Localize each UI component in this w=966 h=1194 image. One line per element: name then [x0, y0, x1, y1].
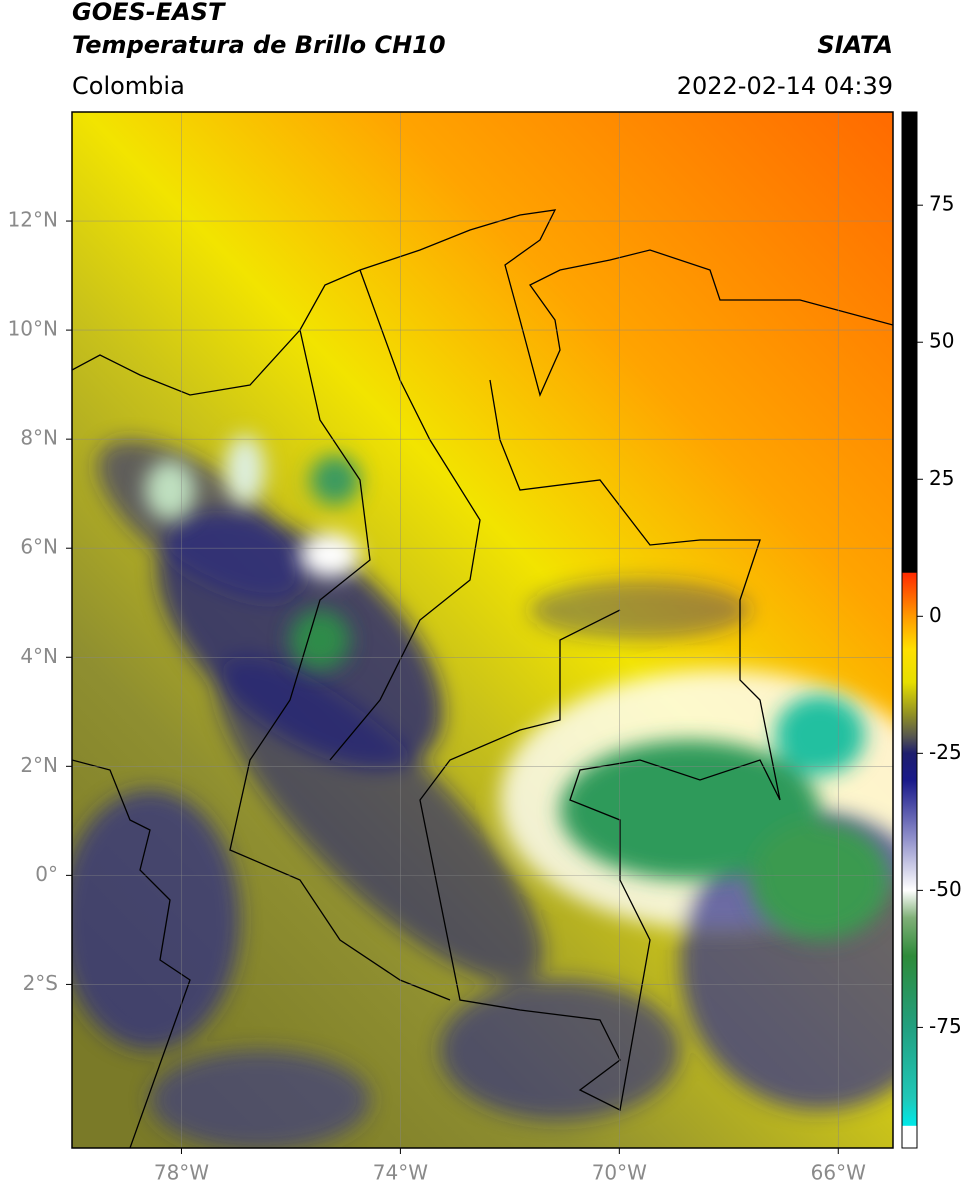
y-tick-label: 10°N [8, 317, 58, 341]
x-tick-label: 70°W [592, 1161, 647, 1185]
region: Colombia [72, 72, 185, 100]
x-tick-label: 66°W [811, 1161, 866, 1185]
x-tick-label: 78°W [154, 1161, 209, 1185]
timestamp: 2022-02-14 04:39 [677, 72, 893, 100]
y-tick-label: 12°N [8, 208, 58, 232]
colorbar-tick-label: -25 [929, 740, 962, 764]
y-tick-label: 0° [35, 862, 58, 886]
x-tick-label: 74°W [373, 1161, 428, 1185]
colorbar-tick-label: -75 [929, 1014, 962, 1038]
title: GOES-EAST [72, 0, 226, 26]
colorbar-tick-label: 75 [929, 192, 954, 216]
satellite-image [72, 112, 893, 1148]
plot-frame [71, 111, 894, 1149]
y-tick-label: 6°N [20, 535, 58, 559]
y-tick-label: 4°N [20, 644, 58, 668]
colorbar [901, 111, 918, 1149]
gridlines [72, 112, 893, 1148]
subtitle: Temperatura de Brillo CH10 [72, 31, 446, 59]
y-tick-label: 2°N [20, 753, 58, 777]
colorbar-tick-label: 50 [929, 329, 954, 353]
colorbar-tick-label: -50 [929, 877, 962, 901]
y-tick-label: 2°S [23, 971, 58, 995]
colorbar-tick-label: 25 [929, 466, 954, 490]
y-tick-label: 8°N [20, 426, 58, 450]
colorbar-tick-label: 0 [929, 603, 942, 627]
source: SIATA [817, 31, 893, 59]
